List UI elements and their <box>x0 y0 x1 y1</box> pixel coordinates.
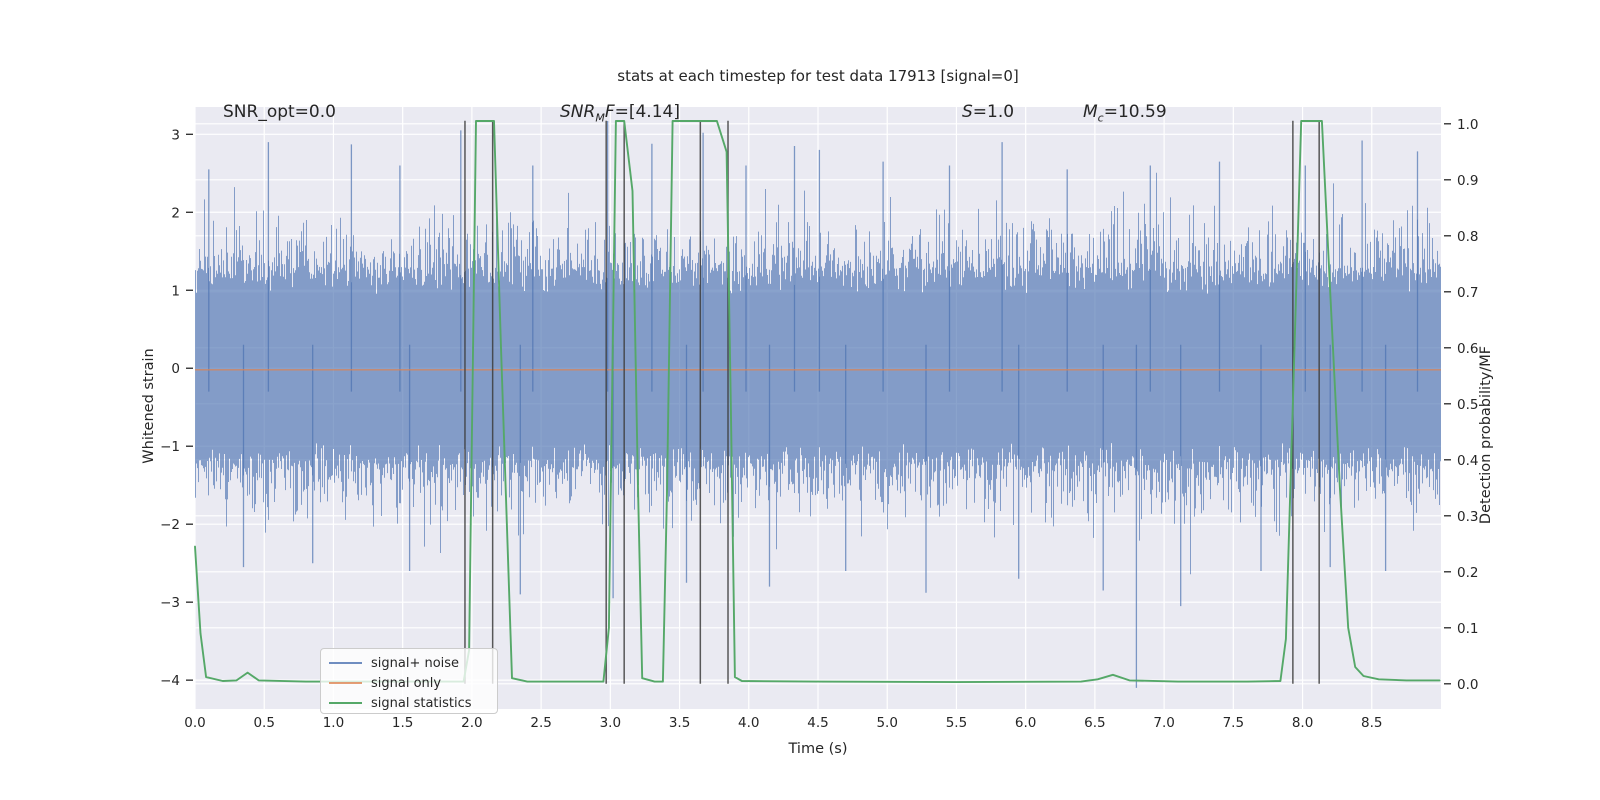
svg-text:5.0: 5.0 <box>876 715 897 731</box>
svg-text:0.8: 0.8 <box>1457 229 1478 245</box>
legend-item-signal-noise: signal+ noise <box>327 653 489 673</box>
svg-text:6.0: 6.0 <box>1015 715 1036 731</box>
legend-line-sample <box>329 682 362 684</box>
svg-text:0.5: 0.5 <box>1457 397 1478 413</box>
annotation-snr-mf-var2: F <box>604 102 615 122</box>
svg-text:0: 0 <box>171 361 180 377</box>
legend-box: signal+ noise signal only signal statist… <box>320 648 498 714</box>
legend-line-sample <box>329 702 362 704</box>
svg-text:1.5: 1.5 <box>392 715 413 731</box>
svg-text:0.0: 0.0 <box>184 715 205 731</box>
annotation-mc-value: =10.59 <box>1103 102 1167 122</box>
svg-text:6.5: 6.5 <box>1084 715 1105 731</box>
svg-text:2.5: 2.5 <box>530 715 551 731</box>
svg-text:2: 2 <box>171 205 180 221</box>
axis-ticks <box>186 123 1451 685</box>
annotation-s-var: S <box>962 102 973 122</box>
svg-text:4.0: 4.0 <box>738 715 759 731</box>
svg-text:0.4: 0.4 <box>1457 453 1478 469</box>
svg-text:0.7: 0.7 <box>1457 285 1478 301</box>
annotation-s: S=1.0 <box>962 102 1014 122</box>
annotation-mc-var: M <box>1083 102 1098 122</box>
chart-title: stats at each timestep for test data 179… <box>617 67 1019 85</box>
annotation-s-value: =1.0 <box>972 102 1015 122</box>
x-axis-label: Time (s) <box>788 741 848 757</box>
svg-text:7.5: 7.5 <box>1223 715 1244 731</box>
series-signal-plus-noise <box>195 172 1441 575</box>
svg-text:−1: −1 <box>160 439 180 455</box>
svg-text:3.0: 3.0 <box>600 715 621 731</box>
annotation-mc: Mc=10.59 <box>1083 102 1167 124</box>
svg-text:1.0: 1.0 <box>1457 117 1478 133</box>
svg-text:−4: −4 <box>160 673 180 689</box>
svg-text:7.0: 7.0 <box>1153 715 1174 731</box>
legend-label: signal only <box>371 675 442 691</box>
legend-item-signal-only: signal only <box>327 673 489 693</box>
svg-text:0.1: 0.1 <box>1457 621 1478 637</box>
svg-text:2.0: 2.0 <box>461 715 482 731</box>
annotation-snr-mf-sub: M <box>595 111 605 125</box>
annotation-snr-mf-var: SNR <box>560 102 596 122</box>
svg-text:−2: −2 <box>160 517 180 533</box>
annotation-snr-opt: SNR_opt=0.0 <box>223 102 336 122</box>
svg-text:8.5: 8.5 <box>1361 715 1382 731</box>
annotation-snr-mf: SNRMF=[4.14] <box>560 102 680 124</box>
legend-item-signal-statistics: signal statistics <box>327 693 489 713</box>
annotation-mc-sub: c <box>1097 111 1104 125</box>
svg-text:0.6: 0.6 <box>1457 341 1478 357</box>
svg-text:0.3: 0.3 <box>1457 509 1478 525</box>
legend-label: signal+ noise <box>371 655 460 671</box>
svg-text:0.2: 0.2 <box>1457 565 1478 581</box>
svg-text:1.0: 1.0 <box>323 715 344 731</box>
svg-text:4.5: 4.5 <box>807 715 828 731</box>
svg-text:1: 1 <box>171 283 180 299</box>
svg-text:0.9: 0.9 <box>1457 173 1478 189</box>
legend-label: signal statistics <box>371 695 472 711</box>
annotation-snr-mf-value: =[4.14] <box>614 102 680 122</box>
svg-text:3: 3 <box>171 127 180 143</box>
y-axis-label-right: Detection probability/MF <box>1478 345 1494 525</box>
svg-text:0.5: 0.5 <box>253 715 274 731</box>
y-axis-label-left: Whitened strain <box>141 348 157 464</box>
svg-text:0.0: 0.0 <box>1457 677 1478 693</box>
series-noise-spikes <box>208 121 1419 688</box>
svg-text:8.0: 8.0 <box>1292 715 1313 731</box>
legend-line-sample <box>329 662 362 664</box>
axis-tick-labels: 3 2 1 0 −1 −2 −3 −4 1.0 0.9 0.8 0.7 0.6 0.5 0.4 0.3 0.2 0… <box>160 117 1478 731</box>
svg-text:3.5: 3.5 <box>669 715 690 731</box>
svg-text:5.5: 5.5 <box>946 715 967 731</box>
svg-text:−3: −3 <box>160 595 180 611</box>
